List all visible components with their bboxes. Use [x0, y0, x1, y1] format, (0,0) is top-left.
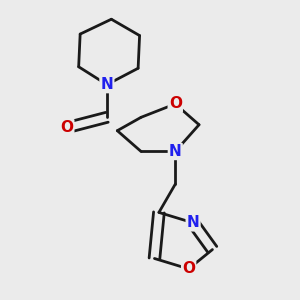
- Text: O: O: [60, 120, 73, 135]
- Text: O: O: [182, 261, 195, 276]
- Text: N: N: [100, 77, 113, 92]
- Text: O: O: [169, 96, 182, 111]
- Text: N: N: [187, 215, 200, 230]
- Text: N: N: [169, 144, 182, 159]
